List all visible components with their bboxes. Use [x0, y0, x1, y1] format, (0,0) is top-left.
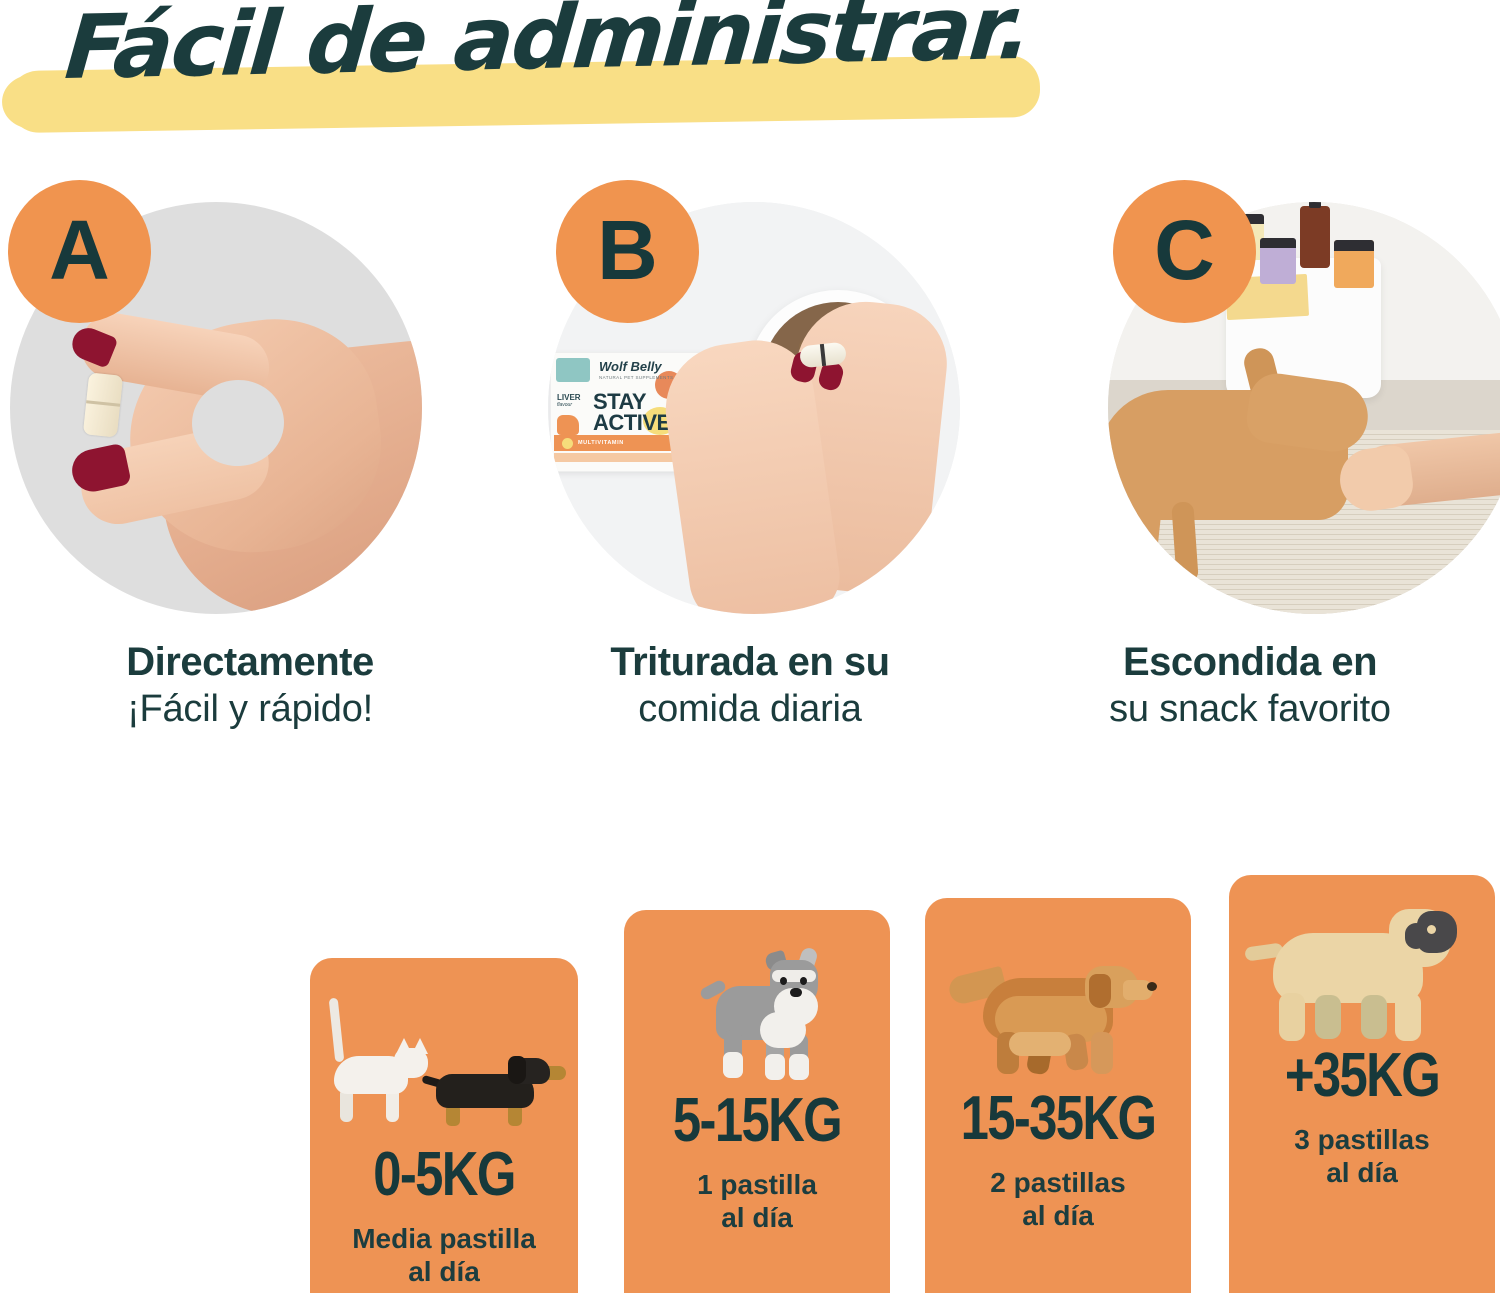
mastiff-eye	[1427, 925, 1436, 934]
dosage-card-35kg-plus: +35KG 3 pastillas al día	[1229, 875, 1495, 1293]
schnauzer-eyebrows	[772, 970, 816, 982]
schnauzer-icon	[624, 946, 890, 1082]
box-product-name-line1: STAY	[593, 389, 647, 414]
step-c-title: Escondida en	[1122, 640, 1378, 684]
mastiff-leg-3	[1361, 995, 1387, 1039]
dosage-amount-line1: 2 pastillas	[990, 1167, 1126, 1198]
bottle-cap-icon	[1309, 202, 1321, 208]
step-badge-a-letter: A	[49, 202, 110, 297]
dosage-amount-line2: al día	[1326, 1157, 1398, 1189]
dosage-weight-label: 0-5KG	[373, 1140, 516, 1209]
box-strip-label: MULTIVITAMIN	[578, 440, 624, 446]
step-badge-b: B	[556, 180, 699, 323]
dachshund-leg-back	[508, 1104, 522, 1126]
golden-retriever-icon	[925, 948, 1191, 1080]
box-product-name: STAY ACTIVE	[593, 389, 671, 436]
box-flavour-sub: flavour	[557, 402, 573, 408]
retriever-feathering	[1009, 1032, 1071, 1056]
step-a-caption: Directamente ¡Fácil y rápido!	[0, 640, 500, 732]
dosage-amount-line2: al día	[1022, 1200, 1094, 1232]
box-tagline: NATURAL PET SUPPLEMENTS	[599, 375, 674, 380]
step-badge-c-letter: C	[1154, 202, 1215, 297]
schnauzer-eye-right	[800, 977, 807, 985]
dosage-amount-label: 1 pastilla al día	[624, 1168, 890, 1234]
supplement-jar-orange	[1334, 240, 1374, 288]
cat-leg-front	[340, 1088, 353, 1122]
schnauzer-eye-left	[780, 977, 787, 985]
dosage-weight-label: 5-15KG	[672, 1086, 843, 1155]
box-dog-illustration	[557, 415, 579, 435]
box-product-name-line2: ACTIVE	[593, 410, 671, 436]
dosage-amount-label: 3 pastillas al día	[1229, 1123, 1495, 1189]
box-teal-badge	[556, 358, 590, 382]
mastiff-leg-2	[1315, 995, 1341, 1039]
cat-leg-back	[386, 1088, 399, 1122]
step-c-caption: Escondida en su snack favorito	[1000, 640, 1500, 732]
mastiff-face-mask	[1417, 911, 1457, 953]
step-badge-b-letter: B	[597, 202, 658, 297]
step-b-caption: Triturada en su comida diaria	[500, 640, 1000, 732]
box-flavour-text: LIVER	[557, 393, 581, 402]
cat-head	[394, 1048, 428, 1078]
mastiff-icon	[1229, 905, 1495, 1041]
step-badge-c: C	[1113, 180, 1256, 323]
mastiff-leg-4	[1395, 993, 1421, 1041]
box-pill-icon	[562, 437, 573, 449]
dosage-amount-line1: 1 pastilla	[697, 1169, 817, 1200]
dosage-amount-line1: Media pastilla	[352, 1223, 536, 1254]
dachshund-leg-front	[446, 1104, 460, 1126]
supplement-bottle-brown	[1300, 202, 1330, 268]
dosage-weight-label: +35KG	[1284, 1041, 1441, 1110]
step-c-subtitle: su snack favorito	[1109, 687, 1391, 730]
retriever-ear	[1089, 974, 1111, 1008]
box-brand-name: Wolf Belly	[599, 359, 662, 374]
step-a-title: Directamente	[126, 640, 374, 684]
dosage-amount-line1: 3 pastillas	[1294, 1124, 1430, 1155]
dosage-amount-line2: al día	[408, 1256, 480, 1288]
dosage-amount-label: 2 pastillas al día	[925, 1166, 1191, 1232]
retriever-nose	[1147, 982, 1157, 991]
schnauzer-nose	[790, 988, 802, 997]
cat-and-dachshund-icon	[310, 997, 578, 1136]
mastiff-leg-1	[1279, 993, 1305, 1041]
dosage-card-0-5kg: 0-5KG Media pastilla al día	[310, 958, 578, 1293]
dosage-amount-label: Media pastilla al día	[310, 1222, 578, 1288]
supplement-jar-purple	[1260, 238, 1296, 284]
step-b-subtitle: comida diaria	[638, 687, 862, 730]
step-b-title: Triturada en su	[610, 640, 890, 684]
dosage-weight-label: 15-35KG	[960, 1084, 1157, 1153]
box-footer-strip	[554, 453, 718, 462]
cat-tail	[328, 997, 345, 1063]
dosage-amount-line2: al día	[721, 1202, 793, 1234]
dachshund-ear	[508, 1056, 526, 1084]
schnauzer-leg-rear	[723, 1030, 743, 1078]
retriever-leg-4	[1091, 1032, 1113, 1074]
step-badge-a: A	[8, 180, 151, 323]
step-a-subtitle: ¡Fácil y rápido!	[127, 687, 373, 730]
box-flavour-label: LIVER flavour	[557, 393, 581, 408]
retriever-snout	[1123, 980, 1153, 1000]
dosage-card-5-15kg: 5-15KG 1 pastilla al día	[624, 910, 890, 1293]
jar-cap-icon	[1334, 240, 1374, 251]
dosage-card-15-35kg: 15-35KG 2 pastillas al día	[925, 898, 1191, 1293]
jar-cap-icon	[1260, 238, 1296, 248]
